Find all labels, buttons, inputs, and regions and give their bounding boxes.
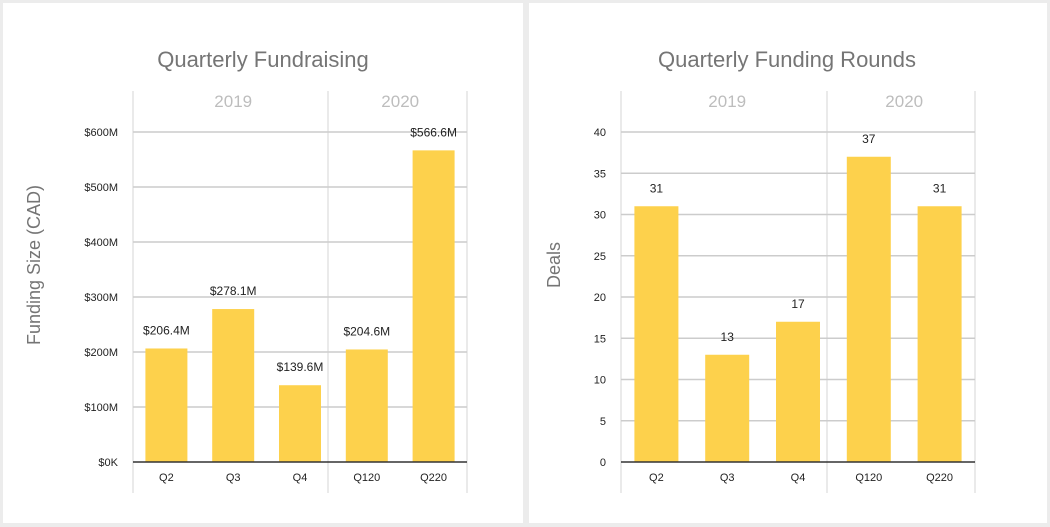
fundraising-chart: Quarterly Fundraising Funding Size (CAD) $… (24, 47, 468, 493)
rounds-y-tick-label: 10 (594, 375, 606, 387)
fundraising-x-tick-label: Q2 (159, 472, 174, 484)
fundraising-x-tick-label: Q3 (226, 472, 241, 484)
rounds-x-tick-label: Q2 (649, 472, 664, 484)
rounds-bar (846, 156, 891, 462)
rounds-bar (634, 206, 679, 462)
fundraising-data-label: $204.6M (343, 324, 390, 338)
rounds-y-tick-label: 35 (594, 168, 606, 180)
rounds-x-tick-label: Q120 (855, 472, 882, 484)
fundraising-bar (145, 348, 188, 462)
fundraising-y-tick-label: $600M (84, 127, 118, 139)
rounds-year-label: 2020 (885, 92, 923, 111)
rounds-year-label: 2019 (708, 92, 746, 111)
rounds-y-tick-label: 25 (594, 251, 606, 263)
rounds-data-label: 31 (933, 181, 947, 195)
fundraising-title: Quarterly Fundraising (157, 47, 369, 72)
funding-rounds-chart: Quarterly Funding Rounds Deals 0 5 10 15 20 25 3… (544, 47, 976, 493)
fundraising-x-tick-label: Q4 (293, 472, 308, 484)
rounds-x-tick-label: Q220 (926, 472, 953, 484)
fundraising-bar (212, 309, 255, 462)
fundraising-data-label: $206.4M (143, 323, 190, 337)
rounds-x-tick-label: Q4 (791, 472, 806, 484)
rounds-y-tick-label: 15 (594, 333, 606, 345)
fundraising-year-label: 2020 (381, 92, 419, 111)
rounds-data-label: 17 (791, 297, 805, 311)
fundraising-year-label: 2019 (214, 92, 252, 111)
rounds-y-tick-label: 40 (594, 127, 606, 139)
rounds-data-label: 13 (721, 330, 735, 344)
fundraising-bar (345, 349, 388, 462)
fundraising-y-axis-label: Funding Size (CAD) (24, 185, 44, 345)
rounds-title: Quarterly Funding Rounds (658, 47, 916, 72)
rounds-y-tick-label: 0 (600, 457, 606, 469)
rounds-y-tick-label: 30 (594, 210, 606, 222)
fundraising-bar (412, 150, 455, 462)
fundraising-y-tick-label: $100M (84, 402, 118, 414)
fundraising-chart-panel: Quarterly Fundraising Funding Size (CAD) $… (3, 3, 523, 523)
fundraising-y-tick-label: $300M (84, 292, 118, 304)
fundraising-y-tick-label: $500M (84, 182, 118, 194)
fundraising-bar (279, 385, 321, 462)
fundraising-x-tick-label: Q120 (353, 472, 380, 484)
rounds-bar (705, 354, 750, 462)
fundraising-data-label: $139.6M (277, 360, 324, 374)
fundraising-data-label: $278.1M (210, 284, 257, 298)
fundraising-y-tick-label: $200M (84, 347, 118, 359)
funding-rounds-chart-panel: Quarterly Funding Rounds Deals 0 5 10 15 20 25 3… (529, 3, 1047, 523)
rounds-bar (917, 206, 962, 462)
fundraising-data-label: $566.6M (410, 125, 457, 139)
fundraising-y-tick-label: $0K (98, 457, 118, 469)
rounds-data-label: 37 (862, 132, 876, 146)
rounds-y-axis-label: Deals (544, 242, 564, 288)
rounds-y-tick-label: 20 (594, 292, 606, 304)
rounds-data-label: 31 (650, 181, 664, 195)
fundraising-y-tick-label: $400M (84, 237, 118, 249)
rounds-bar (776, 321, 820, 462)
fundraising-x-tick-label: Q220 (420, 472, 447, 484)
rounds-x-tick-label: Q3 (720, 472, 735, 484)
rounds-y-tick-label: 5 (600, 416, 606, 428)
